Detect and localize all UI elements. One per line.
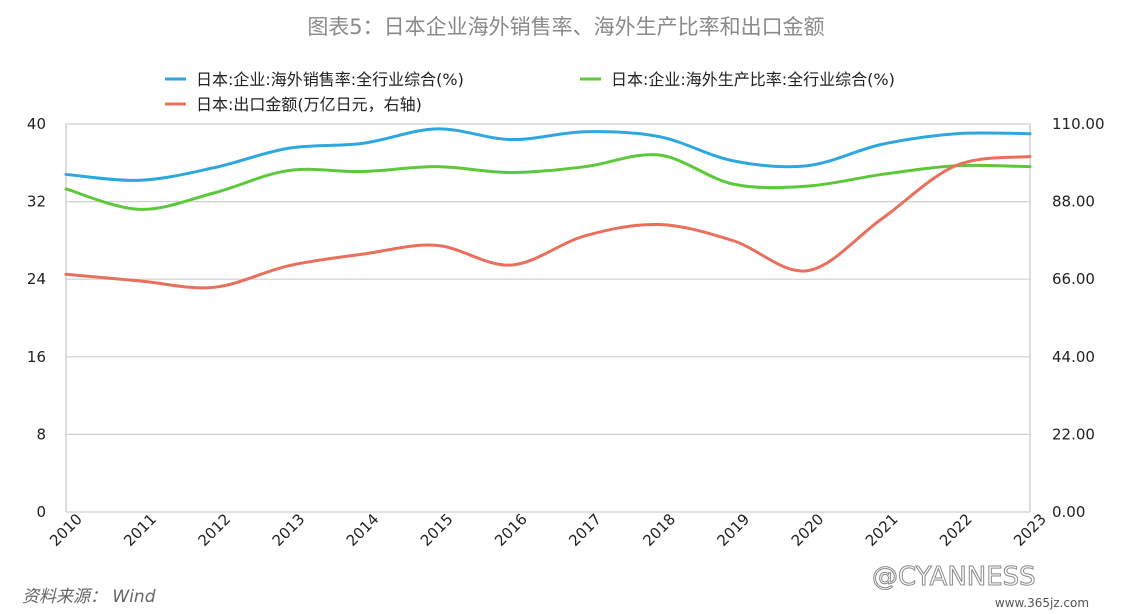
legend-label-exports: 日本:出口金额(万亿日元，右轴): [196, 95, 422, 114]
watermark-url: www.365jz.com: [995, 596, 1089, 610]
legend-label-overseas-sales: 日本:企业:海外销售率:全行业综合(%): [196, 70, 464, 89]
gridlines: [65, 123, 1031, 513]
left-tick-label: 40: [27, 115, 46, 133]
x-tick-label: 2012: [194, 510, 234, 550]
legend-label-overseas-production: 日本:企业:海外生产比率:全行业综合(%): [611, 70, 895, 89]
left-tick-label: 0: [36, 503, 46, 521]
left-tick-label: 32: [27, 193, 46, 211]
x-tick-label: 2022: [936, 510, 976, 550]
x-tick-label: 2010: [46, 510, 86, 550]
source-note: 资料来源： Wind: [22, 587, 156, 607]
x-tick-label: 2018: [639, 510, 679, 550]
left-tick-label: 24: [27, 270, 46, 288]
x-tick-label: 2020: [788, 510, 828, 550]
x-tick-label: 2023: [1010, 510, 1050, 550]
right-tick-label: 88.00: [1052, 193, 1095, 211]
x-axis-ticks: 2010 2011 2012 2013 2014 2015 2016 2017 2018 2019…: [46, 510, 1050, 550]
x-tick-label: 2016: [491, 510, 531, 550]
watermark-url-bg: [962, 594, 1122, 612]
right-tick-label: 0.00: [1052, 503, 1085, 521]
x-tick-label: 2017: [565, 510, 605, 550]
x-tick-label: 2013: [269, 510, 309, 550]
x-tick-label: 2011: [120, 510, 160, 550]
left-tick-label: 16: [27, 348, 46, 366]
left-axis-ticks: 0 8 16 24 32 40: [27, 115, 46, 521]
right-axis-ticks: 0.00 22.00 44.00 66.00 88.00 110.00: [1052, 115, 1105, 521]
right-tick-label: 66.00: [1052, 270, 1095, 288]
x-tick-label: 2021: [862, 510, 902, 550]
right-tick-label: 110.00: [1052, 115, 1105, 133]
series-line-exports: [64, 154, 1032, 290]
series-lines: [64, 127, 1032, 290]
x-tick-label: 2014: [343, 510, 383, 550]
series-line-overseas-sales: [64, 127, 1032, 182]
legend: 日本:企业:海外销售率:全行业综合(%) 日本:企业:海外生产比率:全行业综合(…: [165, 70, 895, 114]
right-tick-label: 22.00: [1052, 425, 1095, 443]
watermark-text: @CYANNESS: [872, 562, 1036, 592]
series-line-overseas-production: [64, 153, 1032, 211]
x-tick-label: 2019: [714, 510, 754, 550]
left-tick-label: 8: [36, 425, 46, 443]
chart-title: 图表5：日本企业海外销售率、海外生产比率和出口金额: [307, 15, 824, 39]
watermark: @CYANNESS www.365jz.com: [872, 562, 1122, 612]
x-tick-label: 2015: [417, 510, 457, 550]
right-tick-label: 44.00: [1052, 348, 1095, 366]
